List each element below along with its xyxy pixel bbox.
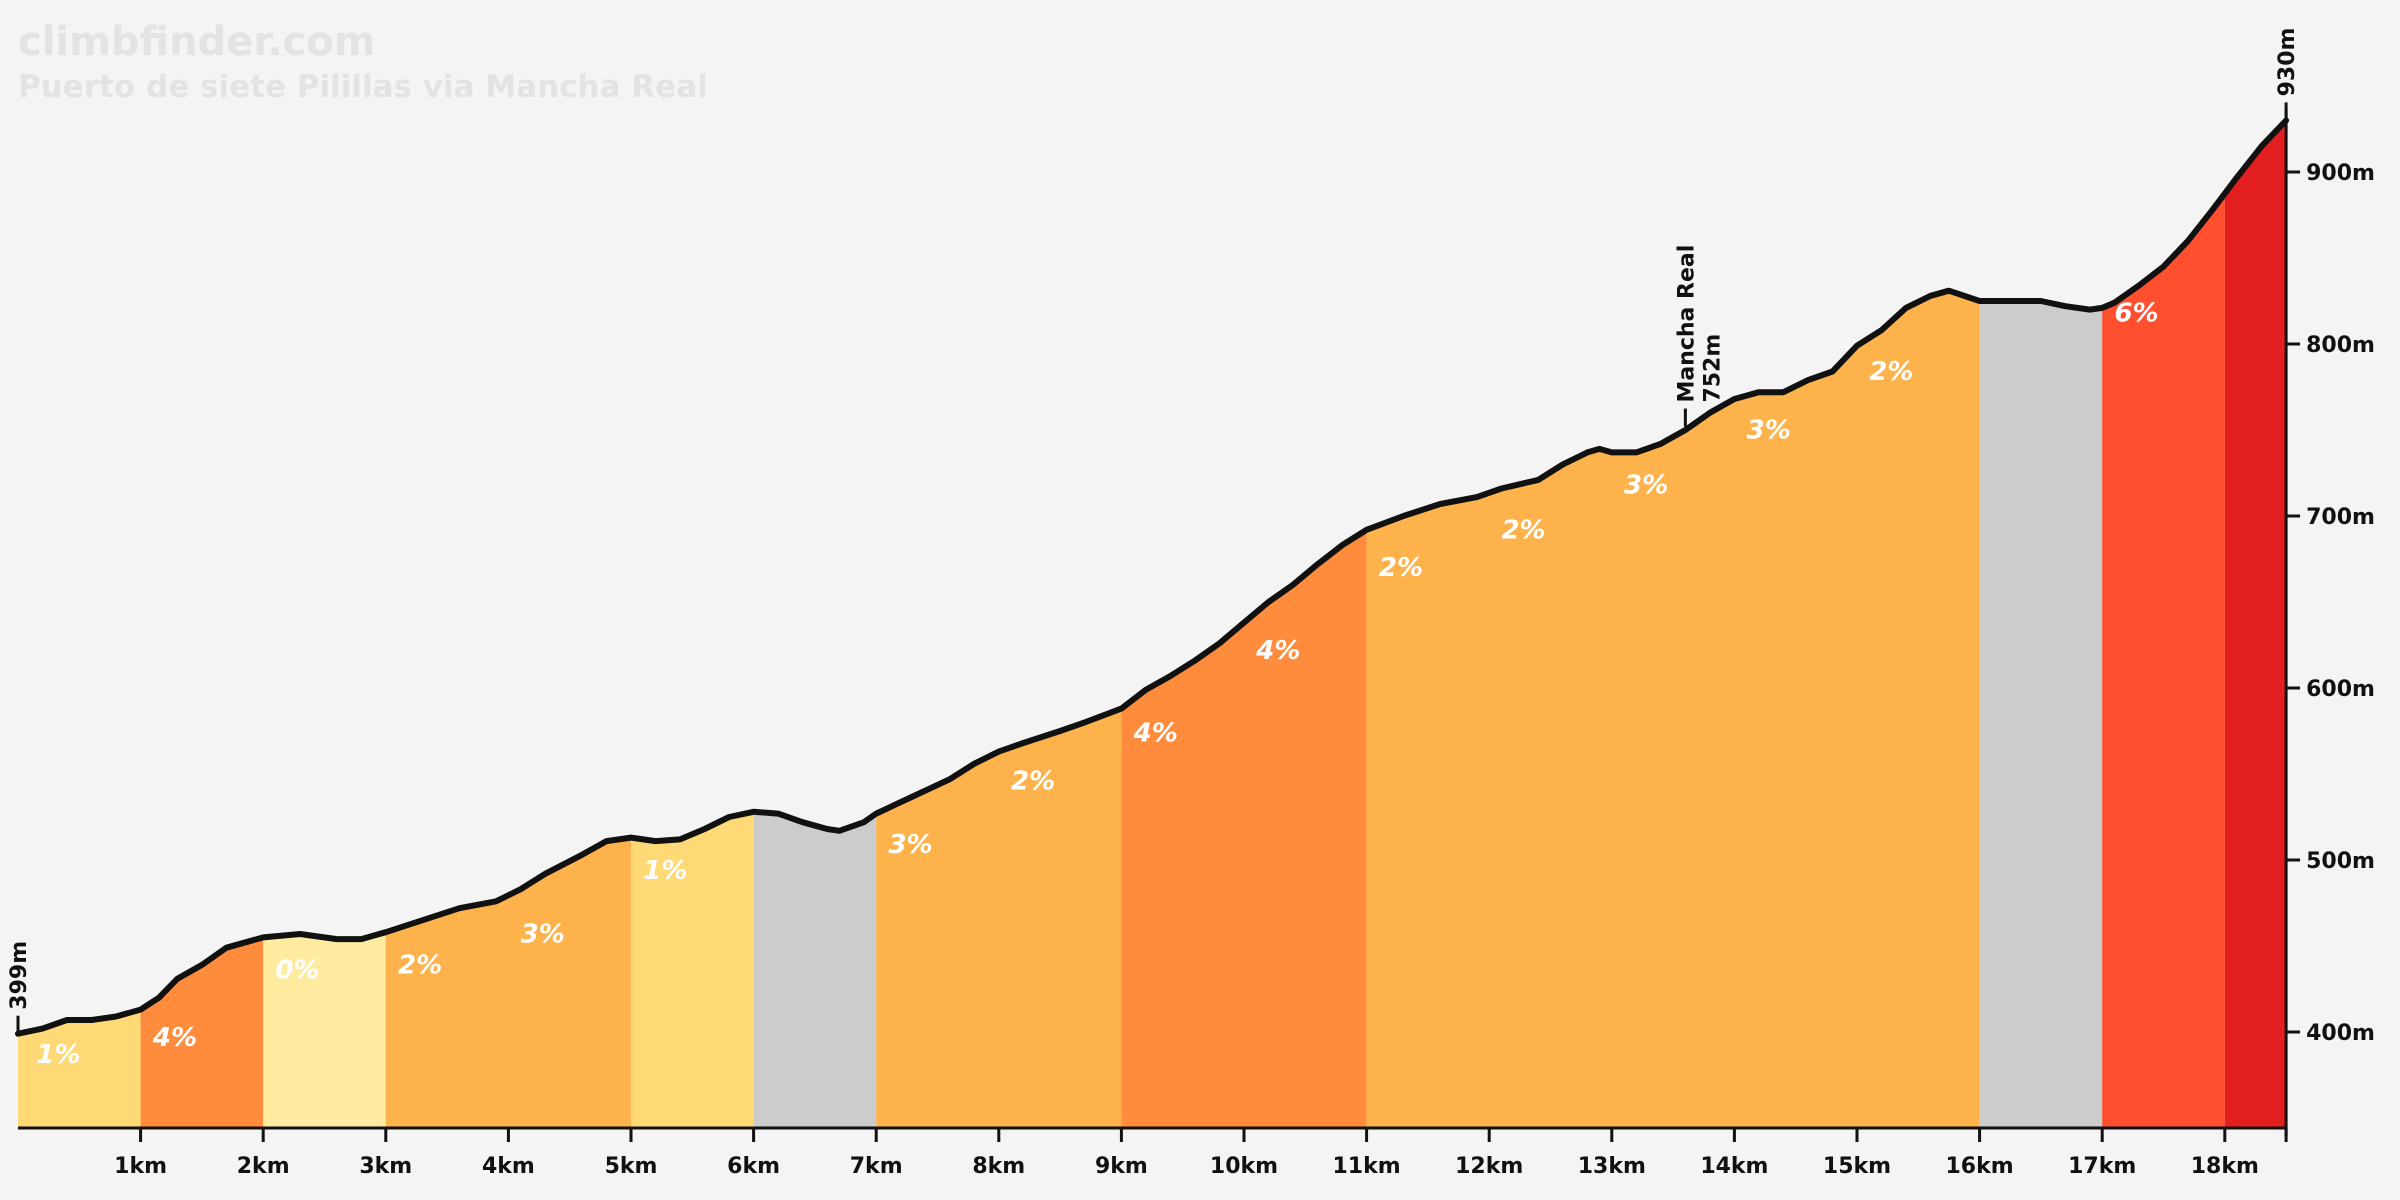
x-tick-label: 1km: [114, 1154, 167, 1179]
gradient-label: 2%: [1011, 766, 1055, 796]
gradient-label: 4%: [152, 1023, 197, 1053]
y-tick-label: 500m: [2306, 849, 2375, 874]
gradient-label: 2%: [1379, 553, 1423, 583]
x-tick-label: 5km: [605, 1154, 658, 1179]
profile-line-group: [15, 117, 2290, 1037]
x-tick-label: 2km: [237, 1154, 290, 1179]
x-tick-label: 12km: [1455, 1154, 1523, 1179]
segment-area-3: [385, 837, 631, 1128]
x-tick-label: 7km: [850, 1154, 903, 1179]
segment-area-7: [1121, 529, 1367, 1128]
annotation-label: 399m: [7, 941, 32, 1010]
gradient-label: 4%: [1133, 718, 1178, 748]
y-tick-label: 900m: [2306, 161, 2375, 186]
chart-title: Puerto de siete Pilillas via Mancha Real: [18, 69, 708, 105]
segment-area-5: [753, 811, 877, 1128]
axes: 1km 2km 3km 4km 5km 6km 7km 8km 9km 10km 11km 12km 1…: [18, 110, 2375, 1179]
x-tick-label: 18km: [2191, 1154, 2259, 1179]
y-tick-label: 600m: [2306, 677, 2375, 702]
segment-area-0: [18, 1009, 141, 1128]
x-tick-label: 14km: [1700, 1154, 1768, 1179]
x-tick-label: 4km: [482, 1154, 535, 1179]
gradient-label: 3%: [1747, 416, 1791, 446]
y-tick-label: 700m: [2306, 505, 2375, 530]
segment-area-2: [263, 932, 386, 1128]
annotation-label: Mancha Real: [1674, 245, 1699, 403]
x-tick-label: 3km: [359, 1154, 412, 1179]
gradient-label: 3%: [521, 920, 565, 950]
gradient-label: 3%: [1624, 471, 1668, 501]
elevation-annotations: 399m Mancha Real 752m 930m: [7, 28, 2300, 1034]
x-tick-label: 8km: [972, 1154, 1025, 1179]
segment-area-8: [1366, 290, 1980, 1128]
y-tick-label: 400m: [2306, 1021, 2375, 1046]
site-logo-text: climbfinder.com: [18, 19, 375, 65]
gradient-label: 0%: [275, 956, 319, 986]
gradient-label: 1%: [643, 856, 687, 886]
x-tick-label: 11km: [1333, 1154, 1401, 1179]
x-tick-label: 10km: [1210, 1154, 1278, 1179]
annotation-label: 752m: [1700, 334, 1725, 403]
gradient-label: 6%: [2114, 299, 2158, 329]
gradient-label: 2%: [1869, 357, 1913, 387]
x-tick-label: 16km: [1946, 1154, 2014, 1179]
y-tick-label: 800m: [2306, 333, 2375, 358]
gradient-segments: [18, 120, 2287, 1128]
x-tick-label: 6km: [727, 1154, 780, 1179]
segment-area-10: [2102, 193, 2225, 1128]
segment-area-9: [1979, 301, 2103, 1128]
elevation-line: [15, 117, 2290, 1037]
annotation-label: 930m: [2275, 28, 2300, 97]
gradient-label: 2%: [1501, 515, 1545, 545]
segment-area-6: [876, 708, 1122, 1128]
segment-area-11: [2224, 120, 2287, 1128]
gradient-labels: 1% 4% 0% 2% 3% 1% 3% 2% 4% 4% 2% 2% 3% 3% 2% 6%: [36, 299, 2158, 1070]
x-tick-label: 17km: [2068, 1154, 2136, 1179]
gradient-label: 3%: [888, 830, 932, 860]
segment-area-4: [631, 811, 754, 1128]
x-tick-label: 15km: [1823, 1154, 1891, 1179]
gradient-label: 4%: [1255, 636, 1300, 666]
gradient-label: 1%: [36, 1040, 80, 1070]
gradient-label: 2%: [398, 951, 442, 981]
x-tick-label: 13km: [1578, 1154, 1646, 1179]
x-tick-label: 9km: [1095, 1154, 1148, 1179]
